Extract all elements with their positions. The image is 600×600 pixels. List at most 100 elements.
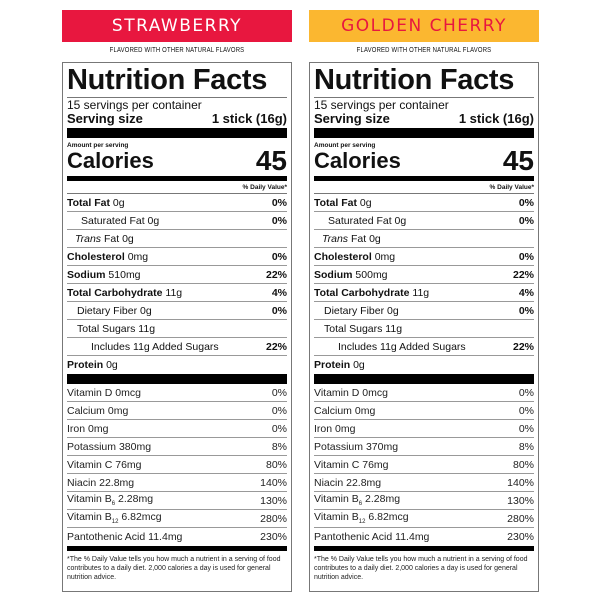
- nutrient-amount: 0mg: [127, 250, 149, 263]
- vitamin-name: Vitamin C: [314, 458, 360, 471]
- nutrient-name: Cholesterol: [67, 250, 125, 263]
- nutrient-name: Dietary Fiber: [324, 304, 385, 317]
- vitamin-daily-value: 280%: [260, 512, 287, 525]
- nutrient-name: Sodium: [67, 268, 106, 281]
- nutrient-name: Protein: [67, 359, 104, 371]
- vitamin-name: Calcium: [67, 404, 105, 417]
- vitamin-row: Vitamin D 0mcg 0%: [67, 384, 287, 402]
- nutrient-amount: 0g: [359, 196, 372, 209]
- vitamin-row: Pantothenic Acid 11.4mg 230%: [314, 528, 534, 546]
- nutrient-name: Trans: [322, 232, 349, 245]
- vitamin-amount: 0mg: [107, 404, 129, 417]
- nutrient-label: Includes 11g Added Sugars: [314, 341, 466, 353]
- nutrient-daily-value: 22%: [512, 340, 534, 353]
- nutrient-label: Protein 0g: [314, 359, 365, 371]
- daily-value-header: % Daily Value*: [67, 181, 287, 194]
- nutrient-label: Cholesterol 0mg: [314, 251, 395, 263]
- vitamin-label: Iron 0mg: [314, 423, 355, 435]
- vitamin-daily-value: 0%: [271, 386, 287, 399]
- nutrient-row: Total Sugars 11g: [314, 320, 534, 338]
- nutrient-name: Total Carbohydrate: [67, 286, 163, 299]
- vitamin-name: Pantothenic Acid: [67, 531, 146, 543]
- serving-size-row: Serving size 1 stick (16g): [314, 112, 534, 126]
- nutrient-name: Total Fat: [67, 196, 110, 209]
- nutrient-label: Saturated Fat 0g: [67, 215, 159, 227]
- nutrient-row: Saturated Fat 0g 0%: [67, 212, 287, 230]
- nutrient-row: Cholesterol 0mg 0%: [67, 248, 287, 266]
- nutrient-amount: 0g: [106, 359, 118, 371]
- nutrient-daily-value: 0%: [518, 214, 534, 227]
- vitamin-row: Vitamin D 0mcg 0%: [314, 384, 534, 402]
- flavor-subtitle: FLAVORED WITH OTHER NATURAL FLAVORS: [356, 47, 492, 54]
- nutrient-row: Includes 11g Added Sugars 22%: [67, 338, 287, 356]
- nutrient-row: Total Fat 0g 0%: [314, 194, 534, 212]
- vitamin-label: Pantothenic Acid 11.4mg: [314, 531, 429, 543]
- nutrient-label: Dietary Fiber 0g: [314, 305, 399, 317]
- nutrient-name: Includes 11g Added Sugars: [338, 340, 466, 353]
- vitamin-daily-value: 230%: [507, 531, 534, 543]
- nutrient-row: Dietary Fiber 0g 0%: [314, 302, 534, 320]
- vitamin-amount: 0mg: [335, 422, 356, 435]
- nutrient-row: Trans Fat 0g: [67, 230, 287, 248]
- vitamin-name: Calcium: [314, 404, 352, 417]
- vitamin-subscript: 12: [111, 519, 119, 526]
- calories-row: Calories 45: [67, 145, 287, 176]
- vitamin-label: Vitamin D 0mcg: [314, 387, 388, 399]
- vitamin-label: Calcium 0mg: [67, 405, 128, 417]
- nutrient-amount: 0g: [394, 214, 407, 227]
- nutrient-row: Total Carbohydrate 11g 4%: [314, 284, 534, 302]
- vitamin-daily-value: 130%: [507, 494, 534, 507]
- nutrient-name: Trans: [75, 232, 102, 245]
- nutrient-daily-value: 0%: [271, 196, 287, 209]
- vitamin-row: Vitamin B6 2.28mg 130%: [314, 492, 534, 510]
- nutrient-name: Total Sugars: [324, 322, 383, 335]
- vitamin-daily-value: 0%: [518, 386, 534, 399]
- nutrient-name: Dietary Fiber: [77, 304, 138, 317]
- nutrient-daily-value: 22%: [512, 268, 534, 281]
- nutrient-label: Total Fat 0g: [314, 197, 372, 209]
- vitamin-daily-value: 8%: [271, 440, 287, 453]
- nutrient-name: Total Fat: [314, 196, 357, 209]
- nutrient-amount: 0g: [140, 304, 152, 317]
- nutrient-label: Sodium 500mg: [314, 269, 388, 281]
- vitamin-row: Pantothenic Acid 11.4mg 230%: [67, 528, 287, 546]
- calories-value: 45: [502, 145, 534, 176]
- thick-divider: [314, 374, 534, 384]
- vitamin-label: Vitamin B12 6.82mcg: [314, 511, 409, 525]
- vitamin-subscript: 6: [358, 501, 363, 508]
- medium-divider: [314, 546, 534, 551]
- nutrient-name: Total Carbohydrate: [314, 286, 410, 299]
- vitamin-row: Potassium 380mg 8%: [67, 438, 287, 456]
- nutrient-daily-value: 4%: [271, 286, 287, 299]
- nutrient-daily-value: 0%: [518, 304, 534, 317]
- medium-divider: [67, 176, 287, 181]
- nutrient-row: Total Sugars 11g: [67, 320, 287, 338]
- vitamin-label: Pantothenic Acid 11.4mg: [67, 531, 182, 543]
- nutrient-name: Total Sugars: [77, 322, 136, 335]
- vitamin-label: Potassium 380mg: [67, 441, 151, 453]
- vitamin-name: Vitamin D: [67, 386, 113, 399]
- serving-size-value: 1 stick (16g): [211, 111, 287, 126]
- nutrient-label: Saturated Fat 0g: [314, 215, 406, 227]
- calories-value: 45: [255, 145, 287, 176]
- vitamin-daily-value: 130%: [260, 494, 287, 507]
- vitamin-amount: 11.4mg: [395, 531, 430, 543]
- nutrient-label: Trans Fat 0g: [67, 233, 134, 245]
- nutrient-label: Includes 11g Added Sugars: [67, 341, 219, 353]
- nutrient-amount: 11g: [412, 286, 430, 299]
- vitamin-amount: 2.28mg: [118, 493, 154, 506]
- nutrient-amount: 11g: [385, 322, 403, 335]
- vitamin-row: Vitamin B12 6.82mcg 280%: [314, 510, 534, 528]
- vitamin-row: Vitamin C 76mg 80%: [314, 456, 534, 474]
- nutrient-label: Sodium 510mg: [67, 269, 141, 281]
- nutrient-daily-value: 22%: [265, 340, 287, 353]
- vitamin-name: Iron: [67, 422, 86, 435]
- nutrient-amount: 510mg: [108, 268, 141, 281]
- vitamin-name: Vitamin B: [67, 493, 112, 506]
- nutrient-label: Total Sugars 11g: [314, 323, 402, 335]
- footnote: *The % Daily Value tells you how much a …: [67, 556, 281, 581]
- vitamin-subscript: 12: [358, 519, 366, 526]
- vitamin-name: Niacin: [314, 476, 344, 489]
- thick-divider: [67, 374, 287, 384]
- nutrient-amount: 500mg: [355, 268, 388, 281]
